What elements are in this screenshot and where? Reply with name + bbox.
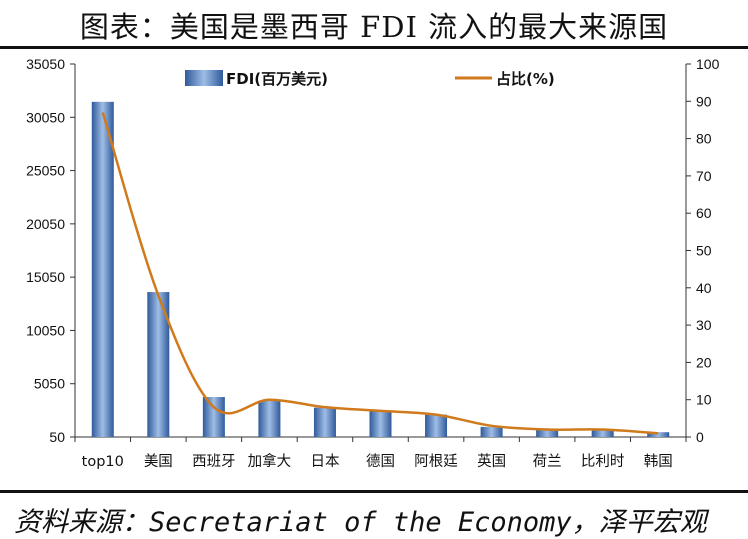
x-tick-label: 荷兰	[533, 453, 562, 470]
y-left-tick-label: 50	[49, 429, 65, 445]
legend-label-share: 占比(%)	[496, 70, 555, 88]
y-left-tick-label: 5050	[34, 376, 65, 392]
x-tick-label: 韩国	[644, 453, 673, 470]
x-tick-label: 英国	[477, 452, 506, 470]
x-tick-label: 西班牙	[192, 453, 236, 470]
x-tick-label: 美国	[144, 453, 173, 470]
share-line	[101, 112, 659, 435]
x-tick-label: 加拿大	[248, 452, 292, 470]
x-tick-labels: top10 美国 西班牙 加拿大 日本 德国 阿根廷 英国 荷兰 比利时 韩国	[82, 452, 673, 470]
source-rule	[0, 490, 748, 493]
y-left-tick-label: 10050	[26, 322, 65, 338]
x-tick-label: 阿根廷	[414, 453, 458, 470]
bar-fdi	[313, 407, 336, 437]
legend-label-fdi: FDI(百万美元)	[226, 70, 328, 88]
y-right-tick-label: 30	[696, 317, 712, 333]
bar-fdi	[591, 430, 614, 437]
bar-fdi	[202, 397, 225, 437]
series-line-share	[101, 112, 659, 435]
legend: FDI(百万美元) 占比(%)	[185, 70, 555, 88]
y-right-tick-label: 10	[696, 392, 712, 408]
bar-fdi	[147, 292, 170, 437]
x-tick-label: 比利时	[581, 453, 625, 470]
axes: 5050501005015050200502505030050350500102…	[26, 56, 720, 445]
y-right-tick-label: 100	[696, 56, 720, 72]
fdi-chart: 5050501005015050200502505030050350500102…	[26, 56, 720, 470]
y-left-tick-label: 25050	[26, 163, 65, 179]
y-right-tick-label: 40	[696, 280, 712, 296]
chart-title: 图表：美国是墨西哥 FDI 流入的最大来源国	[79, 10, 669, 44]
y-left-tick-label: 35050	[26, 56, 65, 72]
y-left-tick-label: 15050	[26, 269, 65, 285]
y-right-tick-label: 50	[696, 243, 712, 259]
x-tick-label: 德国	[366, 453, 395, 470]
bar-fdi	[258, 400, 281, 437]
y-right-tick-label: 90	[696, 93, 712, 109]
x-tick-label: top10	[82, 454, 124, 470]
y-right-tick-label: 80	[696, 131, 712, 147]
source-note: 资料来源：Secretariat of the Economy，泽平宏观	[14, 507, 707, 538]
bar-fdi	[480, 426, 503, 437]
bar-fdi	[536, 428, 559, 437]
y-right-tick-label: 60	[696, 205, 712, 221]
bar-fdi	[91, 101, 114, 437]
title-rule	[0, 46, 748, 49]
bar-fdi	[647, 432, 670, 437]
bar-fdi	[425, 414, 448, 437]
y-right-tick-label: 0	[696, 429, 704, 445]
bar-fdi	[369, 410, 392, 437]
y-right-tick-label: 70	[696, 168, 712, 184]
bars	[91, 101, 670, 437]
y-left-tick-label: 30050	[26, 109, 65, 125]
y-left-tick-label: 20050	[26, 216, 65, 232]
y-right-tick-label: 20	[696, 354, 712, 370]
x-tick-label: 日本	[310, 453, 339, 470]
legend-swatch-fdi	[185, 70, 223, 86]
